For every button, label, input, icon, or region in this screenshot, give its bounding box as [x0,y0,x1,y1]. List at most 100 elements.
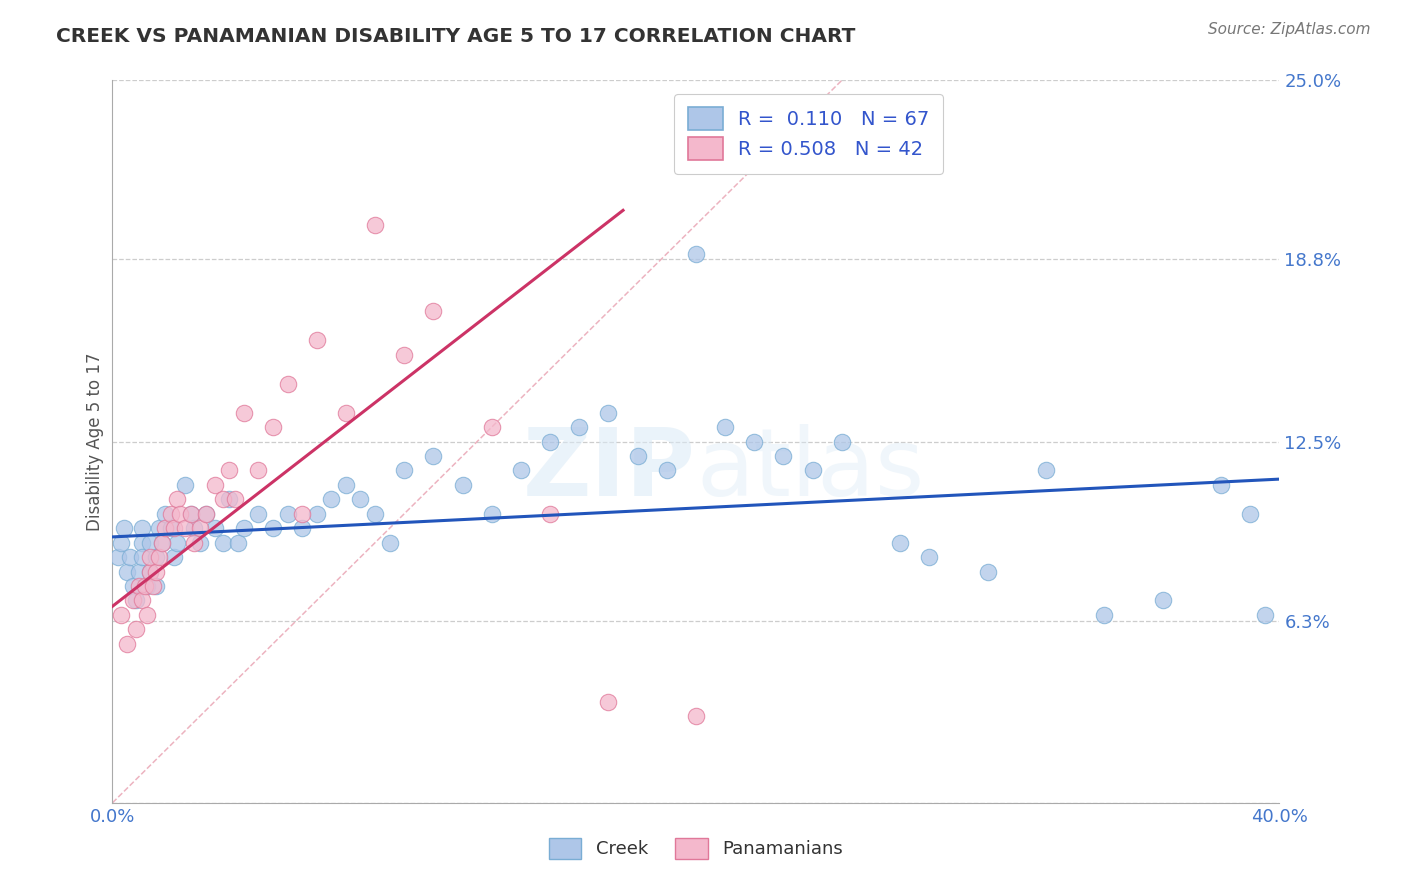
Point [166,535,188,549]
Point [218,463,240,477]
Point [183,535,205,549]
Point [276,507,298,521]
Point [180,507,202,521]
Point [122,579,145,593]
Point [772,449,794,463]
Point [335,406,357,420]
Point [305,334,328,348]
Point [538,434,561,449]
Point [194,507,217,521]
Point [218,492,240,507]
Point [831,434,853,449]
Point [169,507,191,521]
Point [139,565,162,579]
Point [107,550,129,565]
Point [568,420,591,434]
Point [128,565,150,579]
Point [538,507,561,521]
Text: ZIP: ZIP [523,425,696,516]
Point [1254,607,1277,622]
Point [742,434,765,449]
Point [115,637,138,651]
Point [394,348,416,362]
Point [598,695,620,709]
Point [145,579,167,593]
Point [276,376,298,391]
Point [180,507,202,521]
Point [125,623,148,637]
Point [145,565,167,579]
Point [1094,607,1116,622]
Point [1209,478,1232,492]
Point [321,492,343,507]
Point [112,521,135,535]
Text: Source: ZipAtlas.com: Source: ZipAtlas.com [1208,22,1371,37]
Point [134,579,156,593]
Point [160,521,183,535]
Point [160,507,183,521]
Point [714,420,737,434]
Point [139,535,162,549]
Point [226,535,249,549]
Point [139,565,162,579]
Text: CREEK VS PANAMANIAN DISABILITY AGE 5 TO 17 CORRELATION CHART: CREEK VS PANAMANIAN DISABILITY AGE 5 TO … [56,27,856,45]
Point [150,535,173,549]
Point [394,463,416,477]
Point [1152,593,1174,607]
Point [188,535,211,549]
Point [115,565,138,579]
Point [598,406,620,420]
Point [262,521,284,535]
Point [451,478,474,492]
Point [163,550,186,565]
Point [136,579,159,593]
Point [364,218,387,232]
Point [174,521,197,535]
Point [131,593,153,607]
Point [110,607,132,622]
Point [139,550,162,565]
Point [1035,463,1057,477]
Point [131,521,153,535]
Point [150,535,173,549]
Point [291,521,314,535]
Point [136,607,159,622]
Point [142,579,165,593]
Point [1239,507,1261,521]
Point [422,449,444,463]
Point [131,550,153,565]
Point [153,507,176,521]
Point [145,550,167,565]
Point [247,507,270,521]
Point [212,492,235,507]
Point [481,420,503,434]
Point [183,521,205,535]
Point [509,463,531,477]
Point [422,304,444,318]
Point [125,593,148,607]
Point [128,579,150,593]
Point [148,521,170,535]
Point [685,709,707,723]
Point [889,535,911,549]
Point [163,521,186,535]
Point [481,507,503,521]
Y-axis label: Disability Age 5 to 17: Disability Age 5 to 17 [86,352,104,531]
Point [194,507,217,521]
Point [122,593,145,607]
Point [174,478,197,492]
Point [232,406,254,420]
Point [976,565,998,579]
Point [291,507,314,521]
Point [204,478,226,492]
Point [262,420,284,434]
Point [378,535,401,549]
Point [188,521,211,535]
Text: atlas: atlas [696,425,924,516]
Point [118,550,141,565]
Point [801,463,824,477]
Point [224,492,246,507]
Point [349,492,371,507]
Point [131,535,153,549]
Point [655,463,678,477]
